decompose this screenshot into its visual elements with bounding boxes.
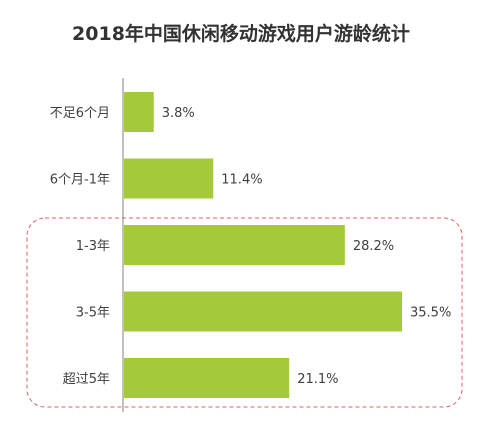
category-label-3: 1-3年 — [76, 239, 110, 254]
category-label-4: 3-5年 — [76, 306, 110, 321]
chart-title: 2018年中国休闲移动游戏用户游龄统计 — [72, 22, 410, 45]
value-label-4: 35.5% — [410, 306, 451, 321]
value-label-5: 21.1% — [297, 372, 338, 387]
bar-1 — [124, 92, 154, 132]
bar-5 — [124, 358, 290, 398]
bar-2 — [124, 158, 214, 199]
category-label-2: 6个月-1年 — [50, 173, 110, 188]
bar-4 — [124, 291, 402, 332]
value-labels: 3.8% 11.4% 28.2% 35.5% 21.1% — [162, 106, 452, 387]
category-label-5: 超过5年 — [63, 372, 110, 387]
value-label-3: 28.2% — [353, 239, 394, 254]
bars-group — [124, 92, 402, 398]
value-label-1: 3.8% — [162, 106, 195, 121]
highlight-box — [26, 217, 463, 408]
value-label-2: 11.4% — [221, 173, 262, 188]
category-label-1: 不足6个月 — [50, 106, 110, 121]
bar-3 — [124, 225, 345, 265]
